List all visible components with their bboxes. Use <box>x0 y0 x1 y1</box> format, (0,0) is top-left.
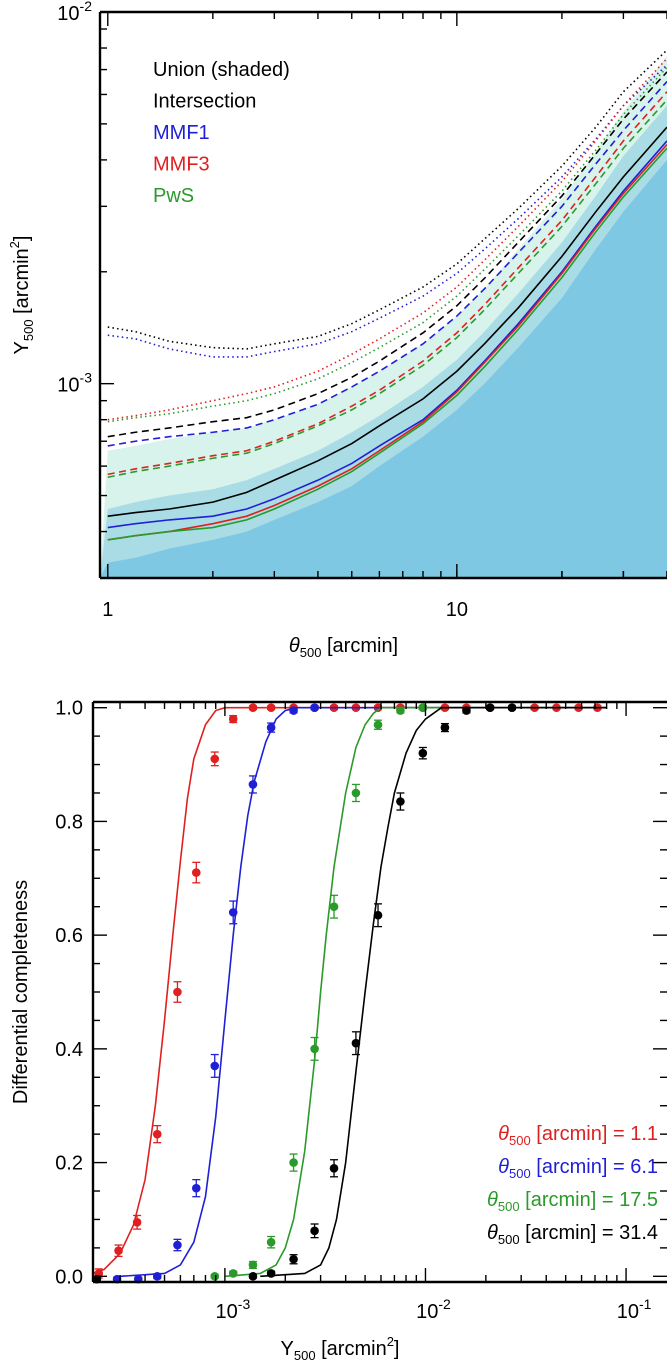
model-curve-2a9a2a <box>224 706 607 1278</box>
curve-mmf3-solid <box>107 143 667 541</box>
bottom-x-tick-label: 10-1 <box>617 1296 652 1323</box>
top-x-tick-label: 10 <box>446 599 468 621</box>
data-point <box>289 1158 298 1167</box>
bottom-y-tick-label: 0.6 <box>55 925 83 947</box>
data-point <box>248 1272 258 1281</box>
top-y-tick-label: 10-3 <box>57 370 92 397</box>
legend-theta-4: θ500 [arcmin] = 31.4 <box>487 1222 658 1247</box>
bottom-y-axis-title: Differential completeness <box>10 880 32 1104</box>
data-point <box>248 780 258 789</box>
data-point <box>114 1246 123 1256</box>
data-point <box>228 1269 238 1278</box>
data-point <box>329 902 339 912</box>
data-point <box>396 706 405 715</box>
data-point <box>373 720 383 730</box>
data-point <box>310 1226 319 1236</box>
bottom-y-tick-label: 0.4 <box>55 1039 83 1061</box>
bottom-y-tick-label: 0.0 <box>55 1266 83 1288</box>
data-point <box>210 754 220 764</box>
model-curve-e02020 <box>93 706 607 1275</box>
data-point <box>152 1272 162 1281</box>
bottom-x-tick-label: 10-2 <box>416 1296 451 1323</box>
data-point <box>173 987 182 997</box>
bottom-panel: 10-3 10-2 10-1 0.0 0.2 0.4 0.6 0.8 1.0 Y500 [arcm… <box>10 698 667 1363</box>
curve-intersection-dotted <box>107 49 667 350</box>
data-point <box>310 1044 319 1054</box>
data-point <box>440 723 450 732</box>
data-point <box>228 908 238 917</box>
data-point <box>210 1061 220 1071</box>
top-plot-area <box>100 49 667 578</box>
legend-pws: PwS <box>153 185 194 207</box>
bottom-y-tick-label: 0.2 <box>55 1153 83 1175</box>
legend-mmf3: MMF3 <box>153 154 210 176</box>
data-point <box>485 703 495 712</box>
top-panel: 1 10 10-3 10-2 θ500 [arcmin] Y500 [arcmin2] Un… <box>7 0 667 660</box>
legend-mmf1: MMF1 <box>153 122 210 144</box>
data-point <box>248 1260 258 1270</box>
top-x-tick-label: 1 <box>102 599 113 621</box>
top-y-tick-label: 10-2 <box>57 0 92 25</box>
bottom-x-axis-title: Y500 [arcmin2] <box>281 1334 400 1363</box>
data-point <box>228 714 238 724</box>
union-band-lower <box>100 159 667 578</box>
data-point <box>210 1272 220 1281</box>
data-point <box>266 1237 276 1247</box>
curve-mmf3-dotted <box>107 57 667 421</box>
data-point <box>248 703 258 712</box>
data-point <box>373 910 383 920</box>
data-point <box>418 748 428 758</box>
legend-union-shaded-: Union (shaded) <box>153 59 290 81</box>
top-y-axis-title: Y500 [arcmin2] <box>7 236 36 355</box>
data-point <box>289 1254 298 1264</box>
bottom-y-tick-label: 0.8 <box>55 811 83 833</box>
data-point <box>507 703 517 712</box>
legend-theta-3: θ500 [arcmin] = 17.5 <box>487 1189 658 1214</box>
data-point <box>396 797 405 806</box>
data-point <box>462 706 471 715</box>
curve-pws-solid <box>107 147 667 541</box>
legend-theta-1: θ500 [arcmin] = 1.1 <box>498 1123 658 1148</box>
data-point <box>152 1129 162 1139</box>
data-point <box>289 706 298 715</box>
legend-intersection: Intersection <box>153 91 256 113</box>
curve-mmf1-solid <box>107 140 667 529</box>
legend-theta-2: θ500 [arcmin] = 6.1 <box>498 1156 658 1181</box>
data-point <box>351 788 361 798</box>
data-point <box>266 723 276 732</box>
data-point <box>266 1269 276 1278</box>
data-point <box>173 1240 182 1250</box>
data-point <box>329 1163 339 1173</box>
data-point <box>266 703 276 712</box>
data-point <box>351 1038 361 1048</box>
bottom-x-tick-label: 10-3 <box>216 1296 251 1323</box>
top-x-axis-title: θ500 [arcmin] <box>289 635 398 660</box>
data-point <box>191 868 201 877</box>
curve-pws-dashed <box>107 99 667 479</box>
bottom-y-tick-label: 1.0 <box>55 698 83 720</box>
curve-intersection-solid <box>107 126 667 517</box>
data-point <box>310 703 319 712</box>
model-curve-1f1fd6 <box>119 706 607 1278</box>
data-point <box>132 1217 142 1227</box>
model-curve-000000 <box>260 706 607 1278</box>
data-point <box>191 1183 201 1193</box>
curve-mmf3-dashed <box>107 91 667 476</box>
